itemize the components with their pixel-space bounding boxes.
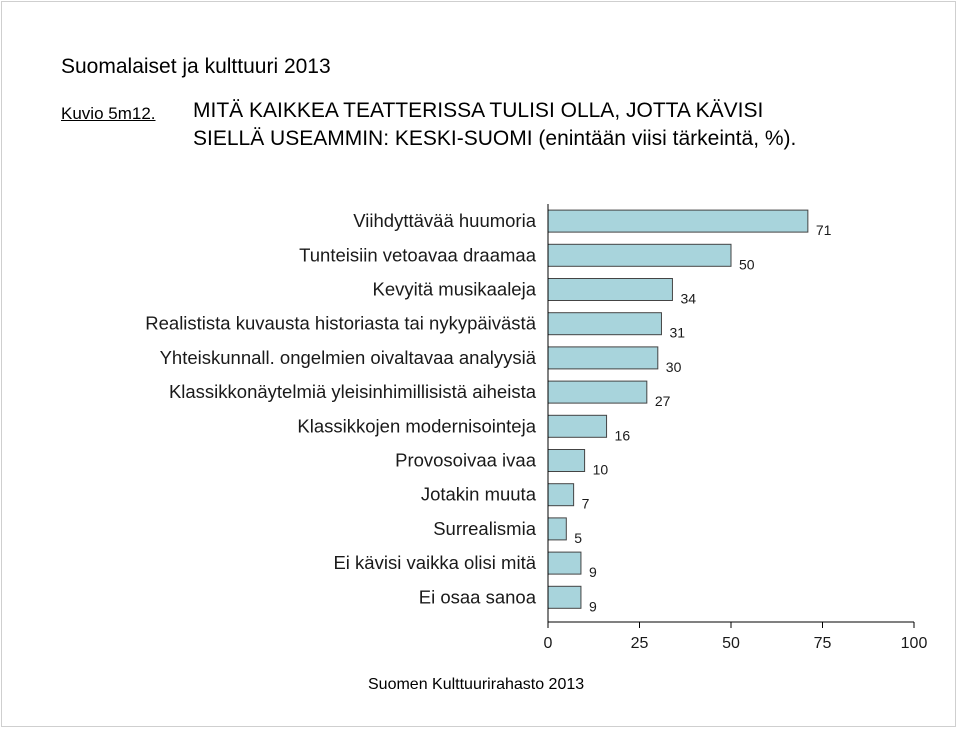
data-label: 50 <box>739 256 755 272</box>
data-label: 30 <box>666 359 682 375</box>
figure-label: Kuvio 5m12. <box>61 104 156 123</box>
figure-title-line-2: SIELLÄ USEAMMIN: KESKI-SUOMI (enintään v… <box>193 127 797 150</box>
data-label: 10 <box>593 462 609 478</box>
bar <box>547 209 809 233</box>
category-label: Jotakin muuta <box>421 484 537 505</box>
data-label: 5 <box>574 530 582 546</box>
category-label: Klassikkojen modernisointeja <box>297 415 536 436</box>
category-label: Surrealismia <box>433 518 537 539</box>
bar <box>547 278 673 301</box>
figure-title-line-1: MITÄ KAIKKEA TEATTERISSA TULISI OLLA, JO… <box>193 99 764 122</box>
category-label: Tunteisiin vetoavaa draamaa <box>299 244 537 265</box>
data-label: 16 <box>615 427 631 443</box>
data-label: 27 <box>655 393 671 409</box>
data-label: 7 <box>582 496 590 512</box>
bar <box>547 449 586 472</box>
category-label: Provosoivaa ivaa <box>395 450 537 471</box>
data-label: 31 <box>669 325 685 341</box>
bar <box>547 585 582 609</box>
data-label: 71 <box>816 222 832 238</box>
category-label: Realistista kuvausta historiasta tai nyk… <box>145 313 536 334</box>
bar <box>547 483 575 507</box>
report-header: Suomalaiset ja kulttuuri 2013 <box>61 55 331 78</box>
category-label: Viihdyttävää huumoria <box>353 210 536 231</box>
bar <box>547 551 582 575</box>
x-tick-label: 50 <box>722 635 740 652</box>
x-tick-label: 100 <box>901 635 928 652</box>
category-label: Kevyitä musikaaleja <box>373 279 537 300</box>
category-label: Yhteiskunnall. ongelmien oivaltavaa anal… <box>160 347 537 368</box>
bar <box>547 312 662 336</box>
bar <box>547 243 732 267</box>
data-label: 34 <box>680 291 696 307</box>
x-tick-label: 75 <box>814 635 832 652</box>
bar <box>547 414 608 438</box>
category-label: Ei osaa sanoa <box>419 586 537 607</box>
source-note: Suomen Kulttuurirahasto 2013 <box>368 676 585 693</box>
category-label: Ei kävisi vaikka olisi mitä <box>333 552 536 573</box>
bar <box>547 346 659 370</box>
x-tick-label: 0 <box>544 635 553 652</box>
figure-title: MITÄ KAIKKEA TEATTERISSA TULISI OLLA, JO… <box>193 97 923 153</box>
data-label: 9 <box>589 598 597 614</box>
data-label: 9 <box>589 564 597 580</box>
bar <box>547 517 567 541</box>
category-label: Klassikkonäytelmiä yleisinhimillisistä a… <box>169 381 537 402</box>
bar <box>547 380 648 404</box>
x-tick-label: 25 <box>631 635 649 652</box>
